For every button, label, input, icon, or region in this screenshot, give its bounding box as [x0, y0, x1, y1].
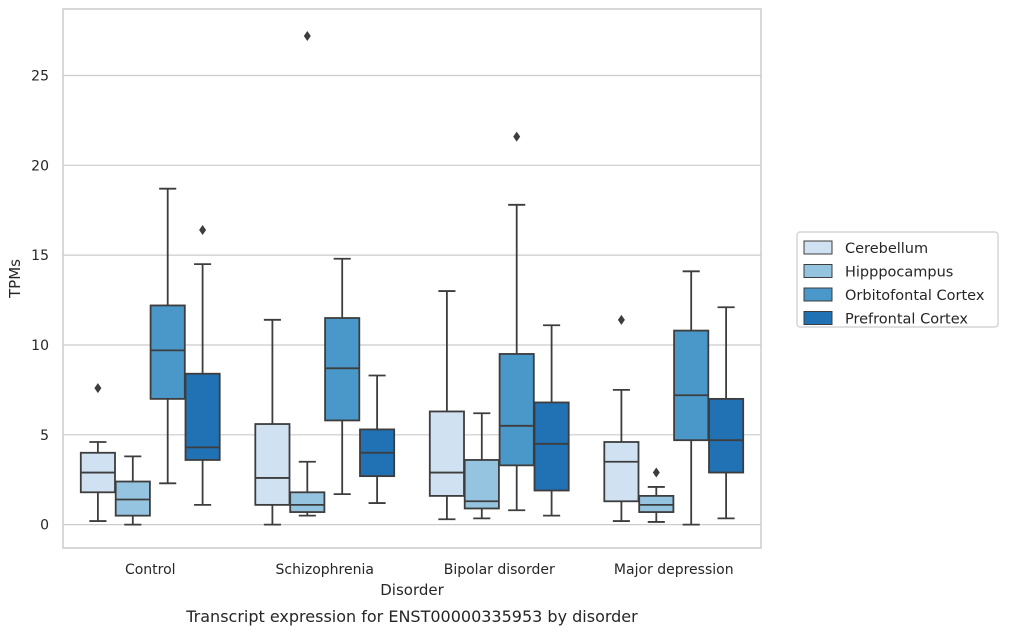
box-prefrontal-cortex — [359, 374, 396, 504]
box-hipppocampus — [114, 455, 151, 526]
y-tick-label: 25 — [31, 68, 49, 84]
legend-swatch — [803, 240, 833, 255]
x-axis-label: Disorder — [380, 581, 444, 599]
chart-caption: Transcript expression for ENST0000033595… — [185, 607, 638, 626]
legend-swatch — [803, 287, 833, 302]
plot-area-frame — [62, 8, 762, 549]
legend-entry-label: Cerebellum — [845, 241, 928, 257]
box-cerebellum — [254, 318, 291, 526]
legend-swatch — [803, 311, 833, 325]
legend-entry-label: Hipppocampus — [845, 265, 953, 281]
box-iqr — [498, 353, 535, 467]
box-orbitofontal-cortex — [149, 187, 186, 485]
box-prefrontal-cortex — [533, 324, 570, 517]
x-axis-ticks: Control Schizophrenia Bipolar disorder Majo… — [125, 562, 734, 578]
outlier-point — [617, 314, 625, 325]
y-axis-ticks: 0 5 10 15 20 25 — [31, 68, 49, 533]
y-tick-label: 5 — [40, 428, 49, 444]
legend-entry-label: Orbitofontal Cortex — [845, 288, 985, 304]
outlier-point — [652, 467, 660, 478]
box-iqr — [708, 397, 745, 474]
box-iqr — [184, 372, 221, 461]
box-hipppocampus — [638, 467, 675, 523]
outlier-point — [94, 383, 102, 394]
outlier-point — [303, 30, 311, 41]
legend: Cerebellum Hipppocampus Orbitofontal Corte… — [796, 231, 999, 328]
x-tick-label: Major depression — [614, 562, 734, 578]
outlier-point — [199, 224, 207, 235]
y-tick-label: 10 — [31, 338, 49, 354]
box-cerebellum — [79, 383, 116, 522]
box-iqr — [603, 441, 640, 503]
box-cerebellum — [603, 314, 640, 522]
box-orbitofontal-cortex — [673, 270, 710, 526]
y-axis-label: TPMs — [6, 259, 24, 299]
box-iqr — [533, 401, 570, 492]
box-prefrontal-cortex — [184, 224, 221, 506]
box-cerebellum — [428, 290, 465, 521]
x-tick-label: Schizophrenia — [276, 562, 374, 578]
box-hipppocampus — [289, 30, 326, 517]
legend-swatch — [803, 264, 833, 278]
legend-frame — [796, 231, 999, 328]
y-tick-label: 0 — [40, 518, 49, 534]
y-tick-label: 20 — [31, 158, 49, 174]
box-prefrontal-cortex — [708, 306, 745, 520]
y-tick-label: 15 — [31, 248, 49, 264]
box-iqr — [149, 304, 186, 400]
box-iqr — [428, 410, 465, 497]
box-hipppocampus — [463, 412, 500, 520]
box-orbitofontal-cortex — [498, 131, 535, 512]
x-tick-label: Control — [125, 562, 176, 578]
x-tick-label: Bipolar disorder — [444, 562, 555, 578]
outlier-point — [513, 131, 521, 142]
box-orbitofontal-cortex — [324, 257, 361, 496]
box-plots — [79, 30, 745, 526]
box-iqr — [673, 329, 710, 442]
box-iqr — [254, 423, 291, 506]
box-iqr — [289, 491, 326, 513]
legend-entry-label: Prefrontal Cortex — [845, 312, 968, 328]
